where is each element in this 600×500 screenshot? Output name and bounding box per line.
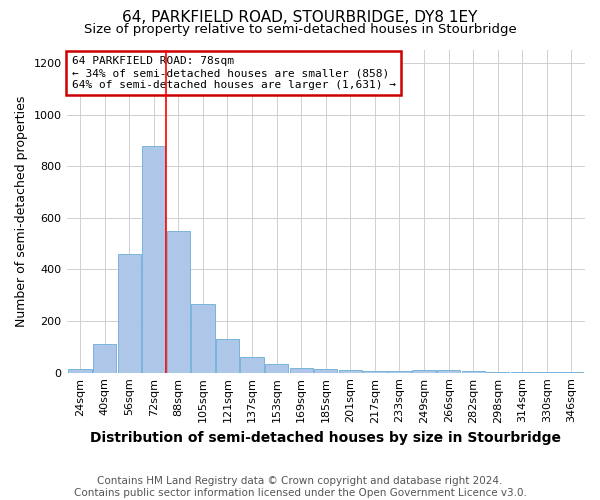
- Y-axis label: Number of semi-detached properties: Number of semi-detached properties: [15, 96, 28, 327]
- Bar: [118, 254, 141, 372]
- Bar: [93, 344, 116, 372]
- Bar: [191, 304, 215, 372]
- Bar: [142, 146, 166, 372]
- Bar: [216, 339, 239, 372]
- Bar: [241, 357, 264, 372]
- Bar: [265, 364, 288, 372]
- Bar: [68, 369, 92, 372]
- Bar: [363, 370, 386, 372]
- Text: Contains HM Land Registry data © Crown copyright and database right 2024.
Contai: Contains HM Land Registry data © Crown c…: [74, 476, 526, 498]
- Bar: [437, 370, 460, 372]
- Bar: [314, 369, 337, 372]
- Text: Size of property relative to semi-detached houses in Stourbridge: Size of property relative to semi-detach…: [83, 22, 517, 36]
- Bar: [167, 230, 190, 372]
- Bar: [290, 368, 313, 372]
- Text: 64, PARKFIELD ROAD, STOURBRIDGE, DY8 1EY: 64, PARKFIELD ROAD, STOURBRIDGE, DY8 1EY: [122, 10, 478, 25]
- X-axis label: Distribution of semi-detached houses by size in Stourbridge: Distribution of semi-detached houses by …: [90, 431, 561, 445]
- Text: 64 PARKFIELD ROAD: 78sqm
← 34% of semi-detached houses are smaller (858)
64% of : 64 PARKFIELD ROAD: 78sqm ← 34% of semi-d…: [72, 56, 396, 90]
- Bar: [412, 370, 436, 372]
- Bar: [338, 370, 362, 372]
